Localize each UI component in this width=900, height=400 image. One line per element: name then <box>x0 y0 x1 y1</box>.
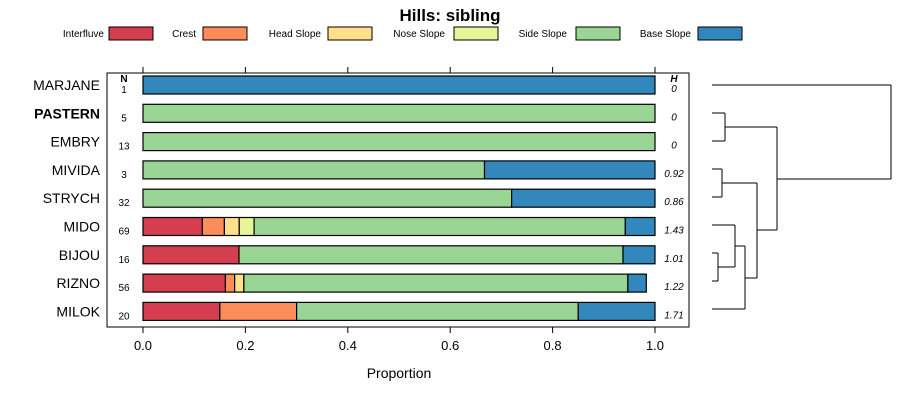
n-value-milok: 20 <box>118 311 130 322</box>
h-value-pastern: 0 <box>671 112 677 123</box>
h-column-header: H <box>670 74 678 85</box>
plot-frame <box>106 72 690 328</box>
bar-mido-interfluve <box>142 216 203 237</box>
bar-strych-base-slope <box>511 188 656 208</box>
legend-label-base-slope: Base Slope <box>640 29 692 40</box>
h-value-embry: 0 <box>671 141 677 152</box>
bar-mido-nose-slope <box>238 216 255 237</box>
row-label-embry: EMBRY <box>50 134 100 150</box>
n-value-strych: 32 <box>118 198 130 209</box>
h-value-rizno: 1.22 <box>664 282 684 293</box>
bar-mido-crest <box>201 216 226 237</box>
bar-mivida-side-slope <box>142 160 486 180</box>
n-value-marjane: 1 <box>121 85 127 96</box>
h-value-mido: 1.43 <box>664 226 684 237</box>
bar-bijou-side-slope <box>238 245 624 265</box>
x-tick-label-1-0: 1.0 <box>646 338 664 353</box>
x-tick-label-0-6: 0.6 <box>441 338 459 353</box>
row-label-pastern: PASTERN <box>34 105 100 121</box>
row-label-bijou: BIJOU <box>59 247 100 263</box>
bar-bijou-base-slope <box>622 245 656 265</box>
legend-swatch-base-slope <box>697 26 743 41</box>
n-column-header: N <box>120 74 127 85</box>
bar-strych-side-slope <box>142 188 513 208</box>
legend-swatch-head-slope <box>327 26 373 41</box>
bar-milok-crest <box>219 301 298 321</box>
bar-pastern-side-slope <box>142 103 656 123</box>
legend-label-nose-slope: Nose Slope <box>393 29 445 40</box>
bar-rizno-head-slope <box>234 273 245 293</box>
bar-mivida-base-slope <box>483 160 656 180</box>
x-tick-label-0-4: 0.4 <box>339 338 357 353</box>
bar-milok-interfluve <box>142 301 221 321</box>
legend-swatch-crest <box>202 26 248 41</box>
legend: Interfluve Crest Head Slope Nose Slope Side … <box>63 26 743 41</box>
x-tick-label-0-2: 0.2 <box>236 338 254 353</box>
row-label-marjane: MARJANE <box>33 77 100 93</box>
h-value-mivida: 0.92 <box>664 169 684 180</box>
bar-bijou-interfluve <box>142 245 240 265</box>
dendrogram <box>712 84 892 310</box>
row-label-mido: MIDO <box>63 219 100 235</box>
bar-mido-side-slope <box>253 216 626 237</box>
n-value-rizno: 56 <box>118 283 130 294</box>
h-value-strych: 0.86 <box>664 197 684 208</box>
row-label-rizno: RIZNO <box>56 275 100 291</box>
bar-marjane-base-slope <box>142 75 656 95</box>
n-value-mido: 69 <box>118 227 130 238</box>
bar-embry-side-slope <box>142 132 656 152</box>
chart-title: Hills: sibling <box>399 6 500 25</box>
legend-label-head-slope: Head Slope <box>269 29 322 40</box>
legend-label-crest: Crest <box>172 29 196 40</box>
row-label-strych: STRYCH <box>43 190 100 206</box>
h-value-marjane: 0 <box>671 84 677 95</box>
n-value-bijou: 16 <box>118 255 130 266</box>
bar-mido-head-slope <box>223 216 240 237</box>
x-tick-label-0-0: 0.0 <box>134 338 152 353</box>
legend-label-interfluve: Interfluve <box>63 29 105 40</box>
bar-rizno-interfluve <box>142 273 227 293</box>
bar-rizno-base-slope <box>627 273 647 293</box>
n-value-pastern: 5 <box>121 113 127 124</box>
h-value-milok: 1.71 <box>664 310 683 321</box>
x-axis: 0.0 0.2 0.4 0.6 0.8 1.0 <box>134 67 664 353</box>
legend-label-side-slope: Side Slope <box>519 29 568 40</box>
rows: MARJANE 1 0 PASTERN 5 0 EMBRY 13 0 MIVIDA 3 0.92 STR… <box>33 75 684 322</box>
n-value-embry: 13 <box>118 142 130 153</box>
bar-milok-base-slope <box>577 301 656 321</box>
x-axis-title: Proportion <box>367 365 432 381</box>
legend-swatch-side-slope <box>575 26 621 41</box>
legend-swatch-nose-slope <box>453 26 499 41</box>
n-value-mivida: 3 <box>121 170 127 181</box>
bar-mido-base-slope <box>624 216 656 237</box>
bar-rizno-crest <box>224 273 236 293</box>
bar-milok-side-slope <box>296 301 579 321</box>
x-tick-label-0-8: 0.8 <box>544 338 562 353</box>
bar-rizno-side-slope <box>243 273 629 293</box>
h-value-bijou: 1.01 <box>664 254 683 265</box>
legend-swatch-interfluve <box>108 26 154 41</box>
row-label-milok: MILOK <box>56 303 100 319</box>
row-label-mivida: MIVIDA <box>52 162 101 178</box>
